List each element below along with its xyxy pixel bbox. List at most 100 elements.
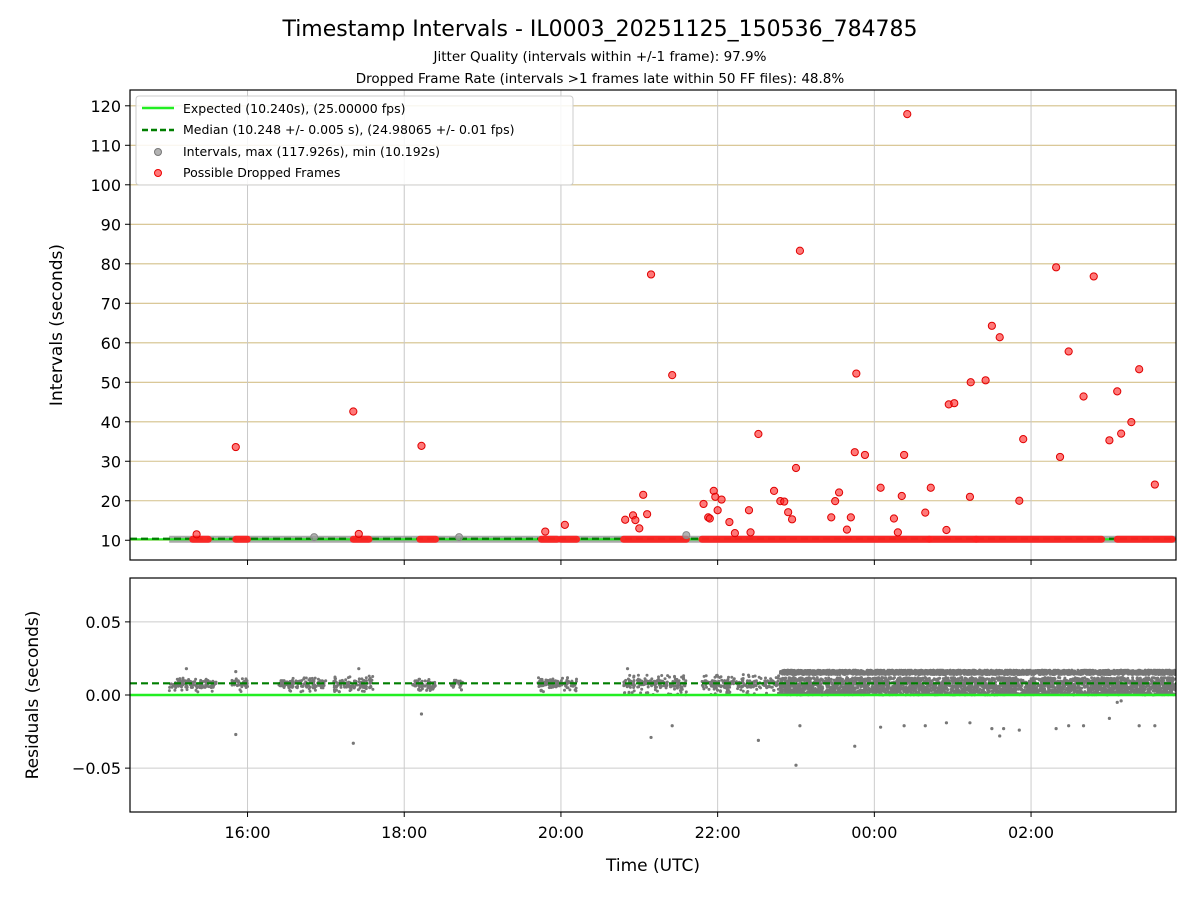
dropped-frame-point xyxy=(560,520,569,529)
residual-point xyxy=(364,679,368,683)
residual-point xyxy=(541,690,545,694)
residual-point xyxy=(367,674,371,678)
dropped-frame-point xyxy=(1079,392,1088,401)
dropped-frame-point xyxy=(639,490,648,499)
residual-point xyxy=(554,679,558,683)
legend-expected-label: Expected (10.240s), (25.00000 fps) xyxy=(183,101,405,116)
residual-point xyxy=(296,684,300,688)
dropped-frame-point xyxy=(231,442,240,452)
dropped-frame-point xyxy=(795,246,805,255)
residual-point xyxy=(660,684,663,688)
residual-point xyxy=(764,684,768,688)
dropped-frame-point xyxy=(897,491,906,501)
residual-point xyxy=(411,683,415,687)
residual-point xyxy=(824,689,828,693)
dropped-frame-point xyxy=(942,525,951,535)
residual-point xyxy=(203,685,207,689)
legend-box xyxy=(135,95,574,186)
chart-subtitle-jitter: Jitter Quality (intervals within +/-1 fr… xyxy=(433,49,767,65)
y-tick-label: 110 xyxy=(90,136,121,155)
residual-point xyxy=(665,682,669,685)
dropped-frame-point xyxy=(780,497,789,506)
residual-point xyxy=(772,688,776,692)
residual-point xyxy=(167,689,171,693)
residual-point xyxy=(419,688,423,692)
residual-point xyxy=(335,684,339,688)
residual-point xyxy=(679,690,683,694)
residual-point xyxy=(451,683,455,687)
residual-point xyxy=(313,676,317,680)
residual-point xyxy=(431,687,435,691)
dropped-frame-point xyxy=(981,376,990,385)
residual-point xyxy=(567,681,570,684)
residual-point xyxy=(422,684,426,688)
residual-point xyxy=(348,689,352,693)
dropped-frame-point xyxy=(1113,387,1122,396)
dropped-frame-point xyxy=(1052,263,1061,272)
residual-point xyxy=(632,689,636,693)
residual-point xyxy=(737,684,741,688)
dropped-frame-point xyxy=(784,508,793,517)
dropped-frame-point xyxy=(965,492,975,501)
dropped-frame-point xyxy=(744,506,754,515)
residual-point xyxy=(539,688,543,692)
residual-point xyxy=(429,685,433,689)
intervals-plot-frame xyxy=(129,89,1177,561)
residual-point xyxy=(752,680,756,684)
dropped-frame-point xyxy=(725,517,734,527)
residual-point xyxy=(201,685,205,689)
residual-point xyxy=(632,674,636,678)
residual-point xyxy=(198,684,202,688)
residual-point xyxy=(819,689,823,692)
residual-point xyxy=(175,683,179,687)
dropped-frame-point xyxy=(834,488,844,497)
residual-point xyxy=(716,688,719,692)
residual-point xyxy=(956,677,960,681)
residual-point xyxy=(645,673,649,677)
residual-point xyxy=(806,690,810,694)
dropped-frame-point xyxy=(754,429,763,439)
residual-point xyxy=(657,675,660,679)
residual-point xyxy=(181,682,184,686)
dropped-frame-point xyxy=(354,529,363,539)
residual-point xyxy=(709,681,713,684)
residual-point xyxy=(322,684,326,687)
residual-point xyxy=(653,685,657,689)
residual-point xyxy=(629,679,633,683)
residual-point xyxy=(556,683,560,687)
residual-point xyxy=(673,684,677,688)
residual-point xyxy=(568,688,572,692)
residual-point xyxy=(642,680,646,684)
dropped-frame-point xyxy=(635,524,644,533)
residual-point xyxy=(819,686,823,690)
residual-point xyxy=(650,677,654,681)
residual-point xyxy=(190,684,194,688)
dropped-frame-point xyxy=(417,441,426,450)
residual-point xyxy=(668,685,672,689)
residual-point xyxy=(321,686,325,690)
y-tick-label: 120 xyxy=(90,97,121,116)
residual-point xyxy=(346,676,350,680)
dropped-frame-point xyxy=(876,483,885,492)
dropped-frame-point xyxy=(730,529,739,538)
residual-point xyxy=(684,690,688,694)
residual-point xyxy=(566,686,570,690)
residual-point xyxy=(663,677,667,681)
dropped-frame-point xyxy=(746,528,755,537)
residual-point xyxy=(717,679,721,683)
residual-point xyxy=(640,687,644,691)
residual-point xyxy=(763,679,767,683)
residual-point xyxy=(1155,679,1159,683)
legend-dropped-swatch xyxy=(154,169,162,177)
residual-point xyxy=(537,676,540,680)
residual-point xyxy=(230,678,234,682)
residual-point xyxy=(303,682,307,686)
residual-point xyxy=(371,687,375,691)
residual-point xyxy=(367,678,371,682)
dropped-frame-point xyxy=(631,516,640,525)
residual-point xyxy=(1162,685,1166,688)
residual-point xyxy=(210,689,214,693)
residual-point xyxy=(363,686,367,690)
dropped-frame-point xyxy=(646,270,656,279)
